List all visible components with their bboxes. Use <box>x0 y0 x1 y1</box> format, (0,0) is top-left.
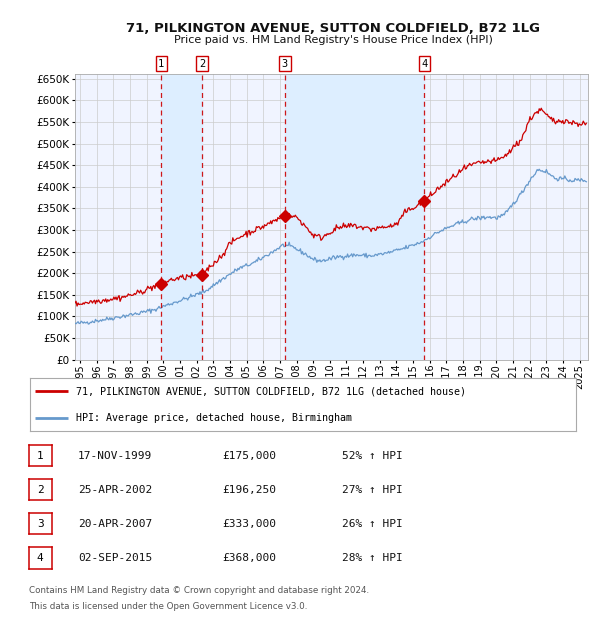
Text: This data is licensed under the Open Government Licence v3.0.: This data is licensed under the Open Gov… <box>29 602 307 611</box>
Text: 4: 4 <box>37 553 44 563</box>
Text: 1: 1 <box>37 451 44 461</box>
Text: 3: 3 <box>282 59 288 69</box>
Text: 2: 2 <box>37 485 44 495</box>
Text: 71, PILKINGTON AVENUE, SUTTON COLDFIELD, B72 1LG: 71, PILKINGTON AVENUE, SUTTON COLDFIELD,… <box>126 22 540 35</box>
Text: £368,000: £368,000 <box>222 553 276 563</box>
Text: 25-APR-2002: 25-APR-2002 <box>78 485 152 495</box>
Text: 20-APR-2007: 20-APR-2007 <box>78 519 152 529</box>
Text: 71, PILKINGTON AVENUE, SUTTON COLDFIELD, B72 1LG (detached house): 71, PILKINGTON AVENUE, SUTTON COLDFIELD,… <box>76 386 466 396</box>
Text: 2: 2 <box>199 59 205 69</box>
Bar <box>285 74 424 360</box>
Text: HPI: Average price, detached house, Birmingham: HPI: Average price, detached house, Birm… <box>76 413 352 423</box>
Text: 4: 4 <box>421 59 427 69</box>
Bar <box>161 74 202 360</box>
Text: 17-NOV-1999: 17-NOV-1999 <box>78 451 152 461</box>
Text: 28% ↑ HPI: 28% ↑ HPI <box>342 553 403 563</box>
Text: £175,000: £175,000 <box>222 451 276 461</box>
Text: 27% ↑ HPI: 27% ↑ HPI <box>342 485 403 495</box>
Text: 52% ↑ HPI: 52% ↑ HPI <box>342 451 403 461</box>
Text: Contains HM Land Registry data © Crown copyright and database right 2024.: Contains HM Land Registry data © Crown c… <box>29 586 369 595</box>
Text: 1: 1 <box>158 59 164 69</box>
Text: £196,250: £196,250 <box>222 485 276 495</box>
Text: £333,000: £333,000 <box>222 519 276 529</box>
Text: Price paid vs. HM Land Registry's House Price Index (HPI): Price paid vs. HM Land Registry's House … <box>173 35 493 45</box>
Text: 3: 3 <box>37 519 44 529</box>
Text: 02-SEP-2015: 02-SEP-2015 <box>78 553 152 563</box>
Text: 26% ↑ HPI: 26% ↑ HPI <box>342 519 403 529</box>
